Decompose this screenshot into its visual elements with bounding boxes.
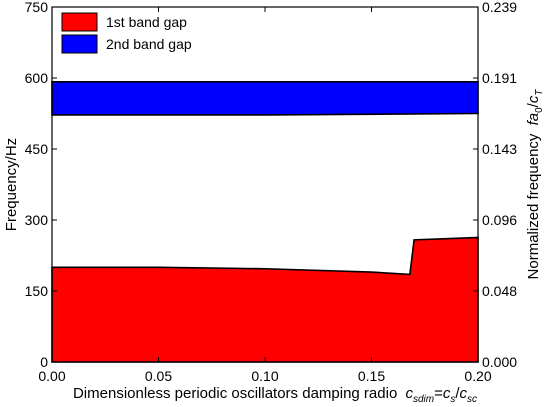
y-tick-label: 450 [25,141,49,157]
x-label-slash: / [455,385,460,402]
y-axis-right-label: Normalized frequency fa0/cT [525,89,545,280]
y-right-tick-label: 0.000 [482,354,517,370]
y-right-label-sub0: 0 [534,107,545,113]
y-right-label-text: Normalized frequency [525,133,542,279]
x-label-sub-sc: sc [467,394,477,405]
legend-swatch-1 [61,12,98,32]
x-label-c: c [405,385,413,402]
x-axis-label: Dimensionless periodic oscillators dampi… [73,385,477,405]
y-right-label-slash: / [525,102,542,107]
x-tick-label: 0.20 [464,368,491,384]
y-right-label-a: a [525,113,542,121]
x-label-eq: = [434,385,443,402]
x-tick-label: 0.05 [145,368,172,384]
y-right-label-subT: T [534,89,545,96]
x-tick-label: 0.00 [38,368,65,384]
band-area-1 [51,236,479,363]
y-tick-label: 300 [25,212,49,228]
y-tick-label: 150 [25,283,49,299]
legend-swatch-2 [61,34,98,54]
legend-label-1: 1st band gap [106,14,187,30]
y-right-tick-label: 0.143 [482,141,517,157]
y-right-tick-label: 0.191 [482,70,517,86]
x-label-c2: c [443,385,451,402]
y-right-tick-label: 0.048 [482,283,517,299]
y-tick-label: 600 [25,70,49,86]
y-right-label-c: c [525,95,542,103]
y-axis-label: Frequency/Hz [3,138,20,231]
x-tick-label: 0.10 [251,368,278,384]
x-label-sub-sdim: sdim [413,394,434,405]
y-right-tick-label: 0.239 [482,0,517,15]
y-tick-label: 750 [25,0,49,15]
x-label-c3: c [460,385,468,402]
x-label-sub-s: s [450,394,455,405]
legend: 1st band gap 2nd band gap [61,12,192,54]
y-tick-label: 0 [40,354,48,370]
x-tick-label: 0.15 [358,368,385,384]
y-axis-left: 0 150 300 450 600 750 [25,0,57,370]
x-label-text: Dimensionless periodic oscillators dampi… [73,385,397,402]
band-area-2 [51,80,479,116]
x-axis: 0.00 0.05 0.10 0.15 0.20 [38,7,492,384]
band-fills [51,80,479,363]
y-axis-right: 0.000 0.048 0.096 0.143 0.191 0.239 [473,0,517,370]
legend-label-2: 2nd band gap [106,36,192,52]
y-right-tick-label: 0.096 [482,212,517,228]
y-right-label-f: f [525,119,542,125]
